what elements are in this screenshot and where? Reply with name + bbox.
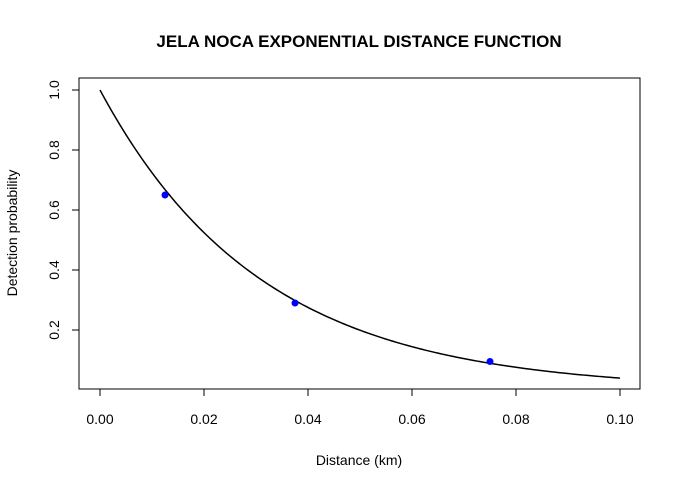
data-point: [161, 191, 169, 199]
plot-frame: [78, 77, 641, 390]
x-tick-label: 0.00: [86, 411, 113, 427]
plot-area: [99, 89, 621, 379]
data-point: [291, 299, 299, 307]
y-tick-label: 0.6: [46, 200, 62, 220]
x-tick-label: 0.04: [294, 411, 321, 427]
x-tick-label: 0.06: [398, 411, 425, 427]
x-axis: 0.00 0.02 0.04 0.06 0.08 0.10: [86, 388, 634, 427]
x-tick-label: 0.02: [190, 411, 217, 427]
chart-title: JELA NOCA EXPONENTIAL DISTANCE FUNCTION: [156, 32, 561, 51]
y-tick-label: 0.4: [46, 260, 62, 280]
y-axis-label: Detection probability: [4, 170, 20, 297]
y-axis: 0.2 0.4 0.6 0.8 1.0: [46, 80, 80, 340]
detection-curve: [99, 89, 621, 379]
x-tick-label: 0.08: [502, 411, 529, 427]
y-tick-label: 0.8: [46, 140, 62, 160]
x-tick-label: 0.10: [606, 411, 633, 427]
data-point: [486, 358, 494, 365]
x-axis-label: Distance (km): [316, 452, 402, 468]
y-tick-label: 1.0: [46, 80, 62, 100]
y-tick-label: 0.2: [46, 320, 62, 340]
